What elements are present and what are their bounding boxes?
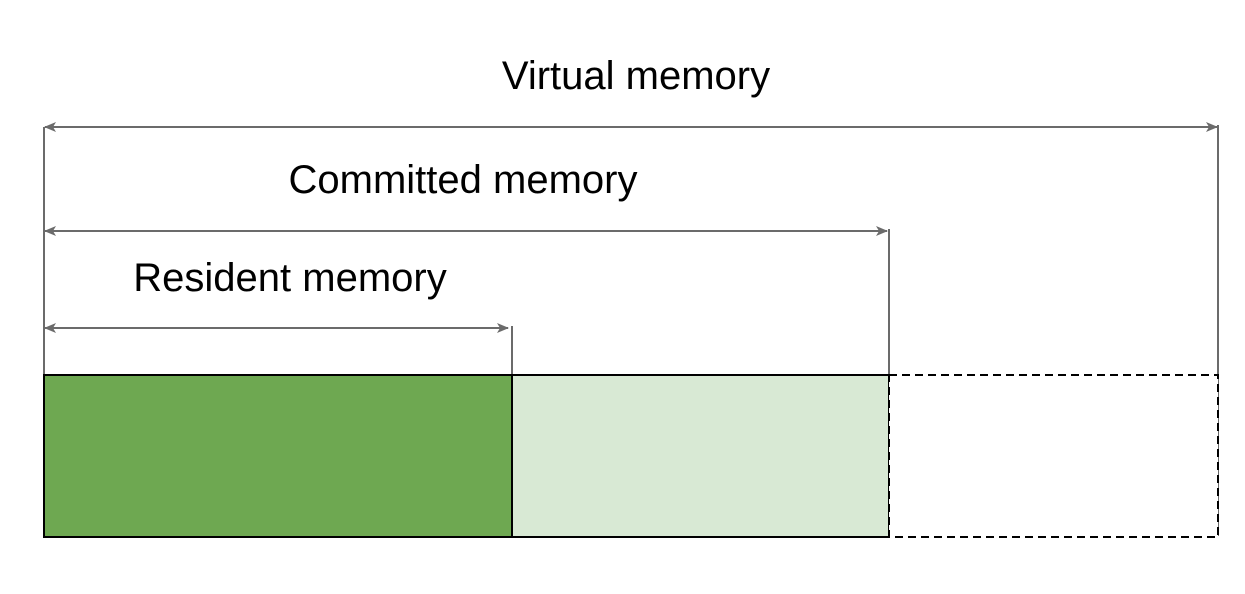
resident-memory-block — [43, 374, 513, 538]
reserved-memory-block — [888, 374, 1219, 538]
committed-memory-block — [511, 374, 890, 538]
resident-memory-label: Resident memory — [133, 256, 446, 300]
committed-memory-label: Committed memory — [289, 158, 638, 202]
virtual-memory-label: Virtual memory — [502, 54, 770, 98]
